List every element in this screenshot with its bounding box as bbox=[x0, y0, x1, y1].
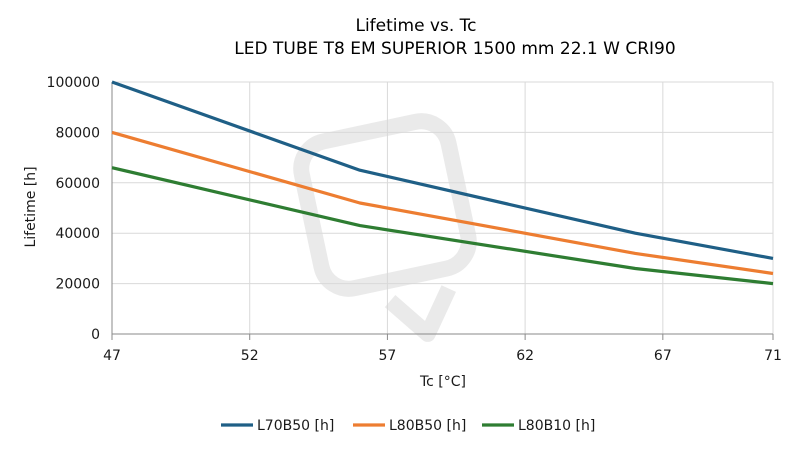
legend-label: L70B50 [h] bbox=[257, 418, 334, 434]
x-tick-label: 62 bbox=[516, 348, 534, 364]
y-tick-label: 100000 bbox=[47, 75, 100, 91]
legend-label: L80B10 [h] bbox=[518, 418, 595, 434]
y-tick-label: 40000 bbox=[55, 226, 100, 242]
x-axis-ticks: 47 52 57 62 67 71 bbox=[103, 334, 782, 364]
y-axis-ticks: 0 20000 40000 60000 80000 100000 bbox=[47, 75, 100, 343]
x-tick-label: 57 bbox=[379, 348, 397, 364]
series-line-3 bbox=[111, 166, 774, 286]
x-axis-title: Tc [°C] bbox=[419, 374, 466, 390]
y-tick-label: 0 bbox=[91, 327, 100, 343]
series-group bbox=[111, 80, 774, 286]
chart-subtitle: LED TUBE T8 EM SUPERIOR 1500 mm 22.1 W C… bbox=[234, 39, 675, 59]
grid-lines bbox=[111, 81, 774, 335]
y-axis-title: Lifetime [h] bbox=[23, 166, 39, 247]
legend-label: L80B50 [h] bbox=[389, 418, 466, 434]
y-tick-label: 20000 bbox=[55, 277, 100, 293]
series-line-1 bbox=[111, 80, 774, 260]
x-tick-label: 67 bbox=[654, 348, 672, 364]
y-tick-label: 60000 bbox=[55, 176, 100, 192]
legend: L70B50 [h] L80B50 [h] L80B10 [h] bbox=[221, 418, 595, 434]
legend-item-3: L80B10 [h] bbox=[482, 418, 595, 434]
series-line-2 bbox=[111, 130, 774, 276]
legend-item-1: L70B50 [h] bbox=[221, 418, 334, 434]
x-tick-label: 71 bbox=[764, 348, 782, 364]
legend-item-2: L80B50 [h] bbox=[353, 418, 466, 434]
x-tick-label: 47 bbox=[103, 348, 121, 364]
x-tick-label: 52 bbox=[241, 348, 259, 364]
y-tick-label: 80000 bbox=[55, 125, 100, 141]
chart-title: Lifetime vs. Tc bbox=[355, 16, 476, 36]
